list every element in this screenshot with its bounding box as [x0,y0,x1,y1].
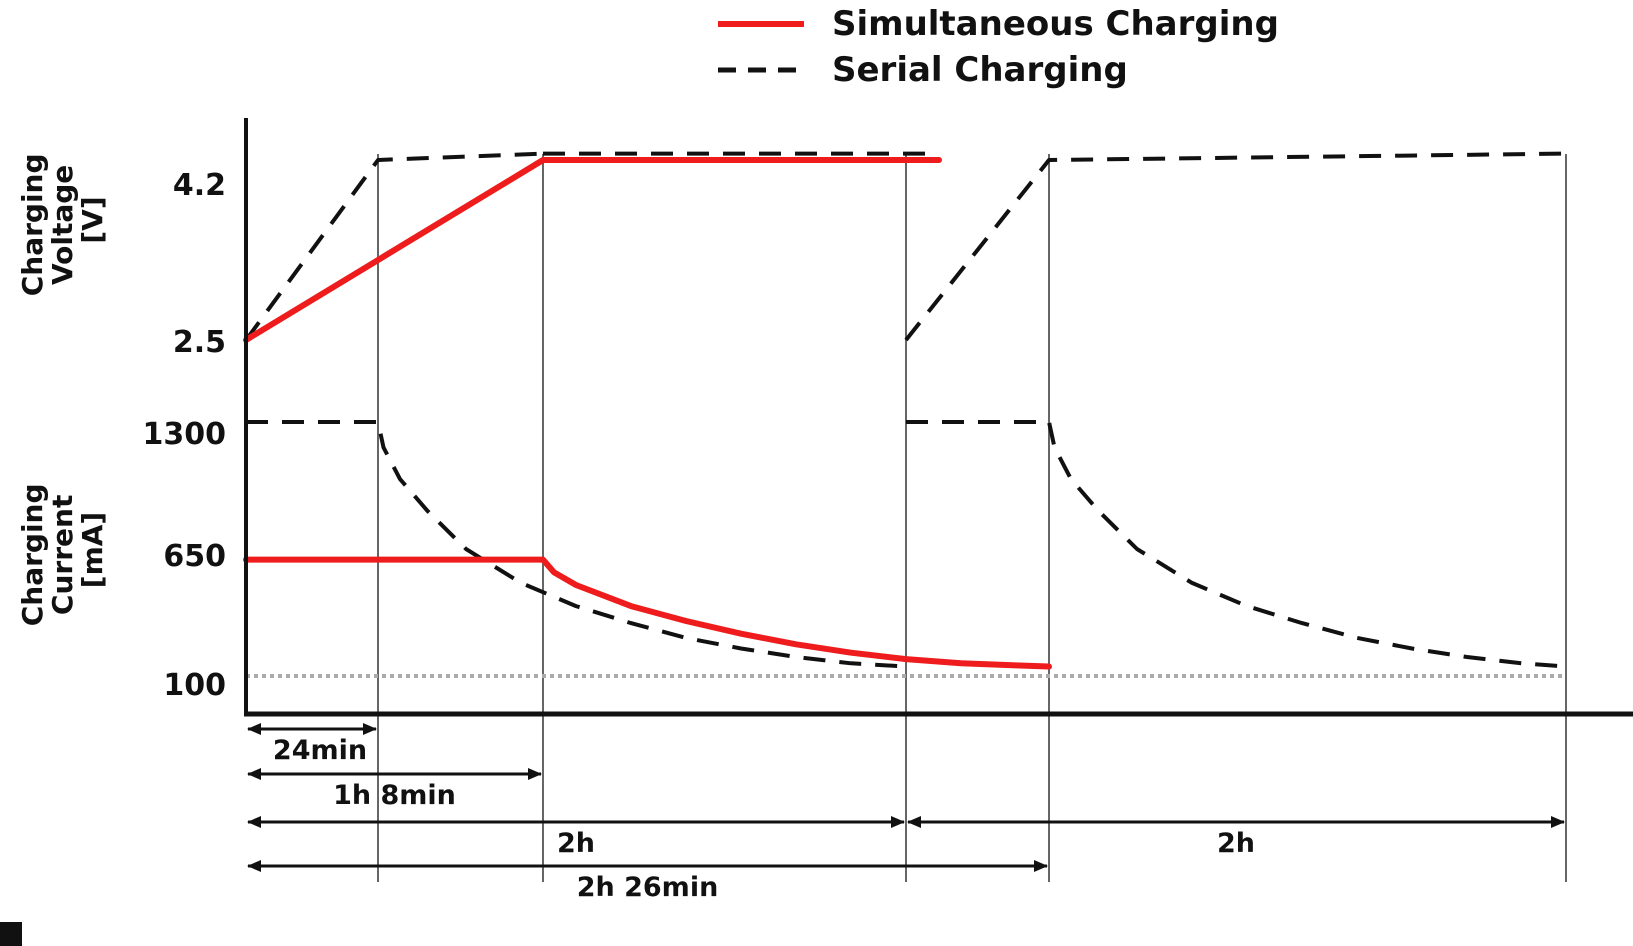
serial-charging-current-line [906,420,1567,669]
time-span-label: 1h 8min [333,780,456,811]
simultaneous-charging-current-line [243,556,1052,670]
current-tick-label-mid: 650 [163,539,226,574]
voltage-axis-title: Charging Voltage [V] [16,144,109,297]
legend-label-serial: Serial Charging [832,50,1128,90]
series-lines [243,151,1567,678]
serial-charging-voltage-line [244,151,544,342]
serial-charging-current-line [246,420,907,669]
time-span-label: 2h [557,828,595,859]
time-span-label: 2h [1217,828,1255,859]
time-span-label: 2h 26min [577,872,719,903]
legend: Simultaneous Charging Serial Charging [718,4,1279,90]
event-guide-lines [377,154,1567,882]
current-axis-title: Charging Current [mA] [16,474,109,627]
voltage-tick-label-high: 4.2 [173,168,226,203]
corner-marker [0,922,22,946]
time-spans: 24min 1h 8min 2h 2h 2h 26min [247,723,1565,903]
simultaneous-charging-voltage-line [243,157,942,343]
current-tick-label-low: 100 [163,668,226,703]
time-span-label: 24min [273,735,367,766]
legend-label-simultaneous: Simultaneous Charging [832,4,1279,44]
current-tick-label-high: 1300 [143,417,227,452]
serial-charging-voltage-line [904,151,1567,342]
voltage-tick-label-low: 2.5 [173,325,226,360]
